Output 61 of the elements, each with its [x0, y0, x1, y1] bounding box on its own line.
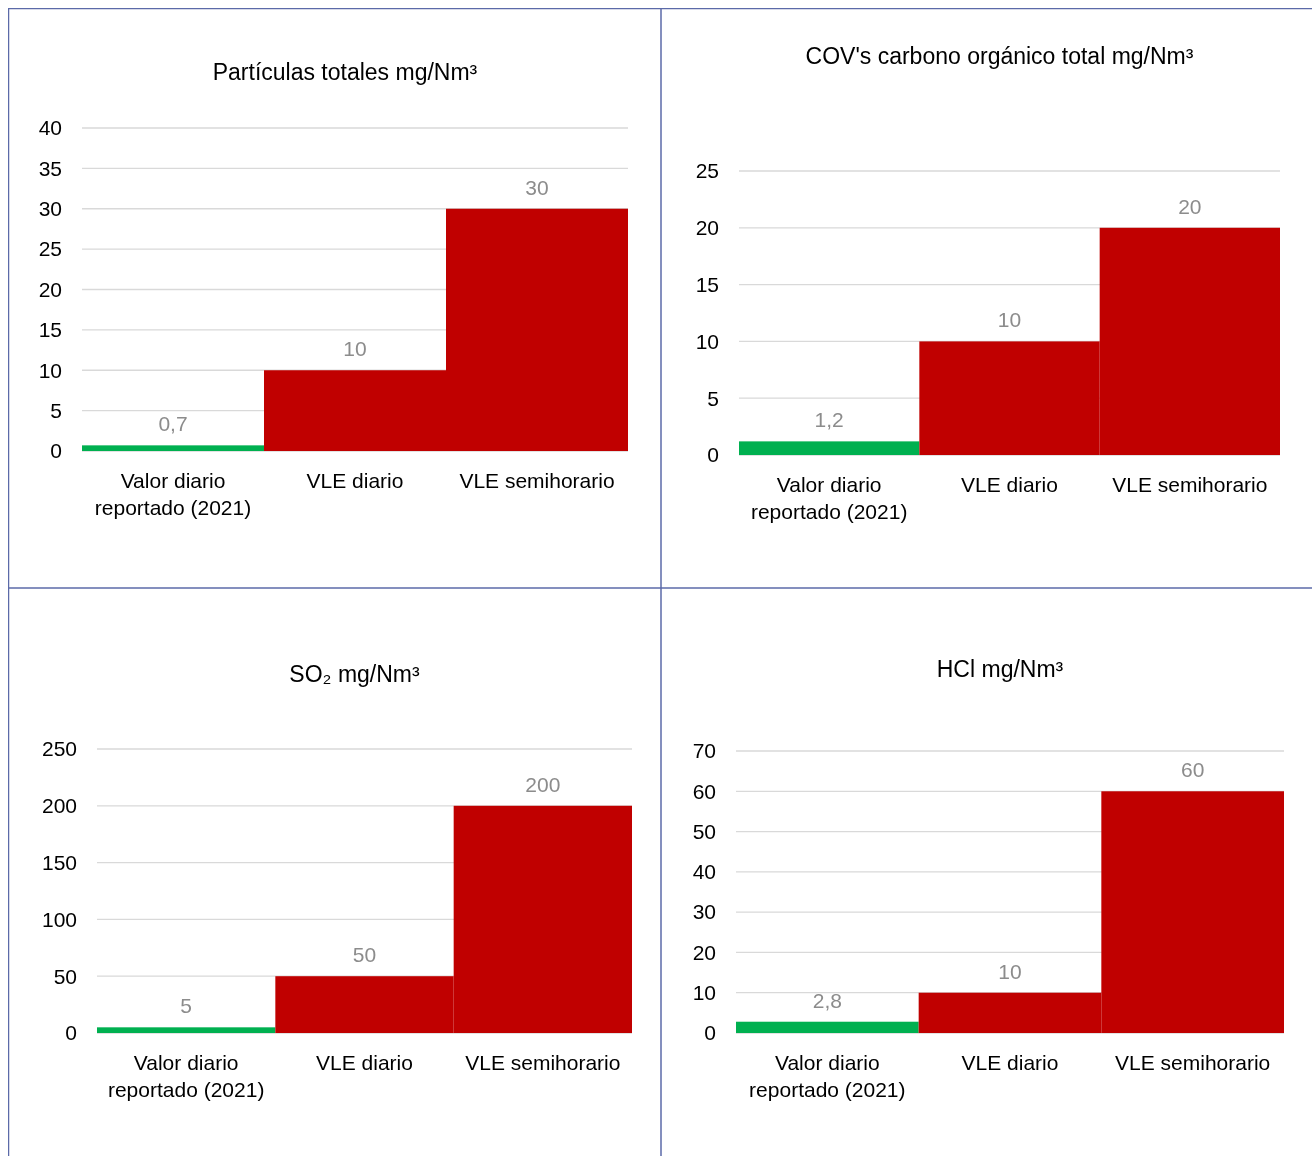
- data-label: 200: [525, 772, 561, 796]
- x-tick-label: VLE diario: [961, 473, 1058, 496]
- x-tick-label: Valor diario reportado (2021): [749, 1051, 906, 1101]
- data-label: 20: [1178, 194, 1202, 218]
- data-label: 1,2: [814, 408, 844, 432]
- bar: [736, 1021, 919, 1033]
- y-tick-label: 15: [695, 272, 719, 296]
- y-tick-label: 40: [692, 860, 716, 884]
- data-label: 10: [997, 308, 1022, 332]
- y-tick-label: 40: [38, 116, 62, 140]
- y-tick-label: 60: [692, 779, 716, 803]
- y-tick-label: 0: [704, 1021, 716, 1045]
- y-tick-label: 35: [38, 156, 62, 180]
- data-label: 5: [180, 994, 193, 1018]
- bar: [739, 441, 920, 455]
- chart-title: HCl mg/Nm³: [936, 656, 1064, 682]
- x-tick-label: VLE semihorario: [465, 1051, 621, 1074]
- y-tick-label: 200: [41, 794, 77, 818]
- y-tick-label: 5: [707, 386, 719, 410]
- y-tick-label: 15: [38, 318, 62, 342]
- data-label: 30: [525, 175, 549, 199]
- x-tick-label: Valor diario reportado (2021): [107, 1051, 265, 1101]
- bar: [82, 445, 264, 451]
- data-label: 10: [998, 959, 1022, 983]
- x-tick-label: Valor diario reportado (2021): [750, 473, 908, 523]
- y-tick-label: 10: [695, 329, 719, 353]
- y-tick-label: 50: [53, 964, 77, 988]
- y-tick-label: 25: [38, 237, 62, 261]
- chart-title: COV's carbono orgánico total mg/Nm³: [805, 43, 1194, 69]
- x-tick-label: VLE diario: [961, 1051, 1059, 1074]
- y-tick-label: 30: [692, 900, 716, 924]
- chart-title: Partículas totales mg/Nm³: [212, 59, 478, 85]
- y-tick-label: 20: [38, 277, 62, 301]
- y-tick-label: 0: [50, 439, 62, 463]
- bar: [97, 1027, 276, 1033]
- y-tick-label: 150: [41, 850, 77, 874]
- x-tick-label: VLE diario: [306, 469, 404, 492]
- y-tick-label: 10: [692, 981, 716, 1005]
- y-tick-label: 10: [38, 358, 62, 382]
- y-tick-label: 0: [707, 443, 719, 467]
- data-label: 50: [352, 943, 377, 967]
- chart-title: SO₂ mg/Nm³: [289, 661, 420, 687]
- x-tick-label: VLE semihorario: [1115, 1051, 1271, 1074]
- y-tick-label: 5: [50, 398, 62, 422]
- y-tick-label: 70: [692, 739, 716, 763]
- y-tick-label: 50: [692, 819, 716, 843]
- y-tick-label: 30: [38, 197, 62, 221]
- y-tick-label: 0: [65, 1021, 77, 1045]
- x-tick-label: VLE semihorario: [459, 469, 615, 492]
- x-tick-label: VLE diario: [316, 1051, 413, 1074]
- x-tick-label: Valor diario reportado (2021): [94, 469, 252, 519]
- y-tick-label: 20: [695, 216, 719, 240]
- data-label: 10: [343, 337, 367, 361]
- data-label: 2,8: [812, 988, 842, 1012]
- y-tick-label: 25: [695, 159, 719, 183]
- x-tick-label: VLE semihorario: [1112, 473, 1268, 496]
- y-tick-label: 250: [41, 737, 77, 761]
- y-tick-label: 100: [41, 907, 77, 931]
- data-label: 0,7: [158, 412, 188, 436]
- y-tick-label: 20: [692, 940, 716, 964]
- data-label: 60: [1180, 758, 1205, 782]
